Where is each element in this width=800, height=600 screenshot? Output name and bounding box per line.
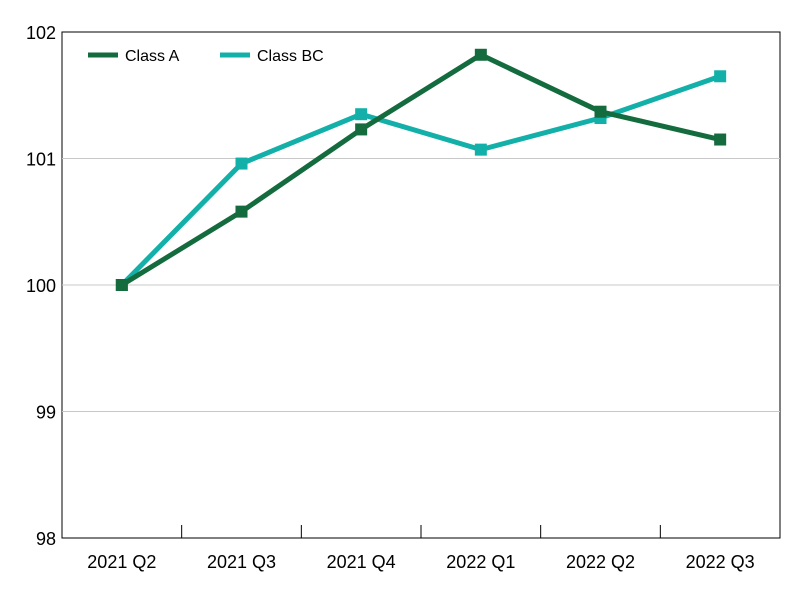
x-tick-label: 2021 Q4 [327,552,396,572]
legend-label-class-a: Class A [125,48,180,65]
series-line-class-a [120,52,721,288]
y-tick-label: 99 [36,403,56,423]
series-line-class-bc [120,73,721,287]
series-lines [115,48,727,291]
x-tick-label: 2021 Q3 [207,552,276,572]
y-tick-label: 98 [36,529,56,549]
gridlines [62,158,780,412]
y-axis-tick-labels: 98 99 100 101 102 [26,23,56,549]
data-point-class-a [115,279,128,291]
x-axis-ticks [181,525,661,538]
x-tick-label: 2022 Q3 [686,552,755,572]
x-tick-label: 2022 Q1 [446,552,515,572]
x-axis-tick-labels: 2021 Q2 2021 Q3 2021 Q4 2022 Q1 2022 Q2 2022 … [87,552,754,572]
data-point-class-a [594,105,607,118]
data-point-class-bc [714,70,727,83]
data-point-class-a [235,205,248,218]
data-point-class-a [474,48,487,61]
y-tick-label: 101 [26,150,56,170]
series-class-a [115,48,727,291]
x-tick-label: 2021 Q2 [87,552,156,572]
data-point-class-a [355,123,368,136]
y-tick-label: 102 [26,23,56,43]
legend: Class A Class BC [88,48,324,65]
y-tick-label: 100 [26,276,56,296]
data-point-class-bc [235,157,248,170]
data-point-class-bc [474,143,487,156]
data-point-class-a [714,133,727,146]
legend-label-class-bc: Class BC [257,48,324,65]
data-point-class-bc [355,108,368,121]
x-tick-label: 2022 Q2 [566,552,635,572]
